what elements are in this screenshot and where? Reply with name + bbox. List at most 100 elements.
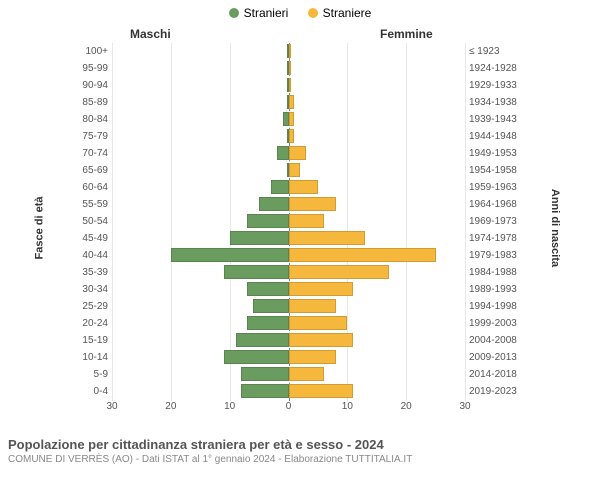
birth-year-label: 1974-1978 — [465, 233, 525, 244]
legend: Stranieri Straniere — [0, 0, 600, 23]
chart-subtitle: COMUNE DI VERRÈS (AO) - Dati ISTAT al 1°… — [8, 454, 592, 465]
bar-male — [247, 316, 288, 330]
age-label: 75-79 — [70, 131, 112, 142]
birth-year-label: 1959-1963 — [465, 182, 525, 193]
bar-wrap — [112, 230, 465, 247]
bar-male — [224, 265, 289, 279]
legend-label-male: Stranieri — [244, 6, 289, 20]
age-label: 65-69 — [70, 165, 112, 176]
age-label: 15-19 — [70, 335, 112, 346]
pyramid-row: 10-14 2009-2013 — [70, 349, 525, 366]
bar-female — [289, 180, 318, 194]
birth-year-label: 1954-1958 — [465, 165, 525, 176]
pyramid-row: 40-441979-1983 — [70, 247, 525, 264]
column-header-female: Femmine — [380, 27, 433, 41]
bar-female — [289, 265, 389, 279]
birth-year-label: 2009-2013 — [465, 352, 525, 363]
bar-wrap — [112, 77, 465, 94]
age-label: 10-14 — [70, 352, 112, 363]
age-label: 70-74 — [70, 148, 112, 159]
bar-wrap — [112, 196, 465, 213]
bar-wrap — [112, 111, 465, 128]
pyramid-row: 80-84 1939-1943 — [70, 111, 525, 128]
age-label: 60-64 — [70, 182, 112, 193]
column-header-male: Maschi — [130, 27, 171, 41]
bar-male — [171, 248, 289, 262]
x-axis: 3020100102030 — [70, 401, 525, 415]
bar-male — [259, 197, 288, 211]
bar-female — [289, 214, 324, 228]
age-label: 0-4 — [70, 386, 112, 397]
x-tick: 0 — [286, 401, 292, 412]
birth-year-label: 1994-1998 — [465, 301, 525, 312]
bar-female — [289, 129, 295, 143]
bar-female — [289, 163, 301, 177]
legend-swatch-male — [229, 8, 239, 18]
bar-female — [289, 231, 365, 245]
birth-year-label: 1934-1938 — [465, 97, 525, 108]
bar-wrap — [112, 43, 465, 60]
bar-male — [230, 231, 289, 245]
pyramid-row: 25-291994-1998 — [70, 298, 525, 315]
age-label: 95-99 — [70, 63, 112, 74]
bar-wrap — [112, 162, 465, 179]
bar-female — [289, 282, 354, 296]
bar-female — [289, 333, 354, 347]
bar-female — [289, 146, 307, 160]
x-tick: 30 — [459, 401, 470, 412]
bar-female — [289, 112, 295, 126]
age-label: 100+ — [70, 46, 112, 57]
bar-female — [289, 44, 291, 58]
birth-year-label: 1999-2003 — [465, 318, 525, 329]
bar-male — [271, 180, 289, 194]
bar-wrap — [112, 332, 465, 349]
bar-wrap — [112, 264, 465, 281]
bar-wrap — [112, 94, 465, 111]
bar-wrap — [112, 60, 465, 77]
bar-male — [247, 214, 288, 228]
birth-year-label: 1944-1948 — [465, 131, 525, 142]
pyramid-row: 55-59 1964-1968 — [70, 196, 525, 213]
y-axis-label-left: Fasce di età — [33, 197, 45, 260]
birth-year-label: ≤ 1923 — [465, 46, 525, 57]
chart-body: 100+≤ 192395-991924-192890-941929-193385… — [70, 43, 525, 401]
pyramid-row: 20-241999-2003 — [70, 315, 525, 332]
bar-wrap — [112, 128, 465, 145]
bar-wrap — [112, 281, 465, 298]
pyramid-row: 90-941929-1933 — [70, 77, 525, 94]
bar-female — [289, 299, 336, 313]
pyramid-row: 15-19 2004-2008 — [70, 332, 525, 349]
bar-male — [224, 350, 289, 364]
bar-male — [247, 282, 288, 296]
birth-year-label: 2004-2008 — [465, 335, 525, 346]
birth-year-label: 1939-1943 — [465, 114, 525, 125]
bar-wrap — [112, 298, 465, 315]
bar-wrap — [112, 213, 465, 230]
x-tick: 10 — [342, 401, 353, 412]
bar-female — [289, 78, 291, 92]
bar-female — [289, 95, 295, 109]
age-label: 50-54 — [70, 216, 112, 227]
x-tick: 20 — [165, 401, 176, 412]
birth-year-label: 2019-2023 — [465, 386, 525, 397]
birth-year-label: 1979-1983 — [465, 250, 525, 261]
pyramid-row: 100+ ≤ 1923 — [70, 43, 525, 60]
bar-female — [289, 384, 354, 398]
birth-year-label: 1964-1968 — [465, 199, 525, 210]
bar-male — [277, 146, 289, 160]
age-label: 30-34 — [70, 284, 112, 295]
y-axis-label-right: Anni di nascita — [549, 189, 561, 267]
birth-year-label: 1969-1973 — [465, 216, 525, 227]
pyramid-row: 5-92014-2018 — [70, 366, 525, 383]
bar-female — [289, 350, 336, 364]
x-tick: 30 — [106, 401, 117, 412]
bar-female — [289, 61, 291, 75]
pyramid-row: 60-64 1959-1963 — [70, 179, 525, 196]
bar-wrap — [112, 179, 465, 196]
birth-year-label: 2014-2018 — [465, 369, 525, 380]
bar-male — [241, 367, 288, 381]
bar-wrap — [112, 366, 465, 383]
age-label: 45-49 — [70, 233, 112, 244]
age-label: 55-59 — [70, 199, 112, 210]
age-label: 80-84 — [70, 114, 112, 125]
